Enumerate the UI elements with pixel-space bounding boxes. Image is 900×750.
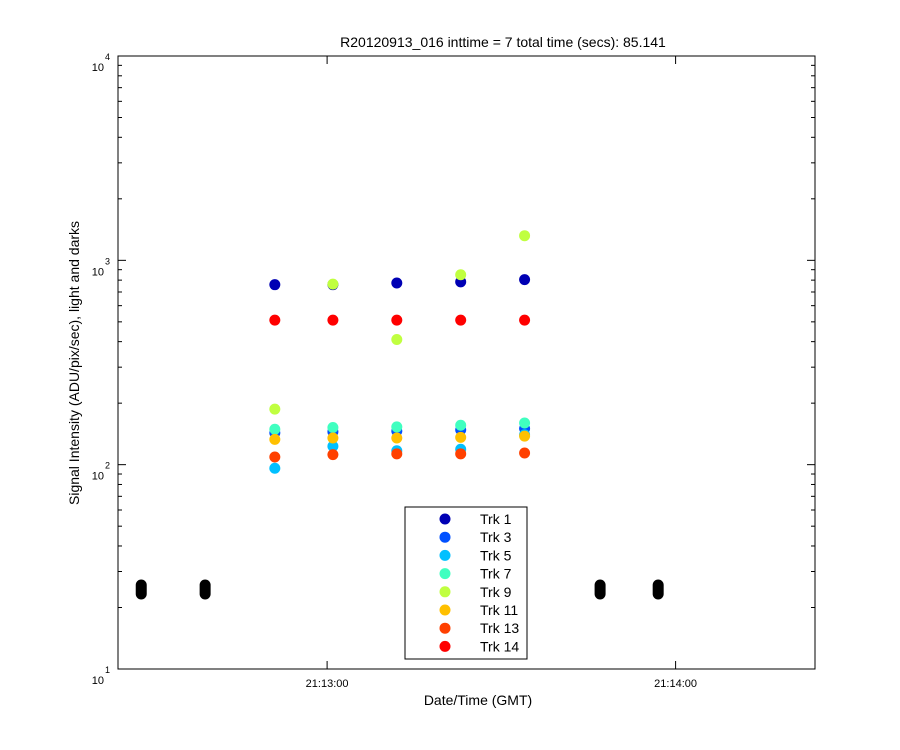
point-trk-13	[455, 448, 467, 460]
point-trk-7	[519, 417, 531, 429]
legend-marker	[439, 513, 451, 525]
point-trk-5	[269, 462, 281, 474]
point-trk-14	[455, 314, 467, 326]
legend-label: Trk 3	[480, 529, 512, 545]
y-tick-exponent: 2	[105, 461, 110, 471]
legend-label: Trk 11	[480, 602, 518, 618]
point-trk-11	[519, 430, 531, 442]
legend-label: Trk 14	[480, 638, 519, 654]
y-tick-exponent: 1	[105, 665, 110, 675]
point-trk-11	[327, 432, 339, 444]
point-trk-1	[269, 279, 281, 291]
legend-marker	[439, 640, 451, 652]
point-trk-14	[327, 314, 339, 326]
legend-label: Trk 9	[480, 584, 512, 600]
legend: Trk 1 Trk 3 Trk 5 Trk 7 Trk 9 Trk 11 Trk 13 Trk…	[404, 506, 528, 660]
chart-title: R20120913_016 inttime = 7 total time (se…	[340, 34, 666, 50]
point-trk-11	[455, 431, 467, 443]
y-axis-title: Signal Intensity (ADU/pix/sec), light an…	[66, 221, 82, 505]
point-trk-14	[391, 314, 403, 326]
point-trk-14	[269, 314, 281, 326]
x-axis-title: Date/Time (GMT)	[424, 692, 532, 708]
y-tick-label: 10	[92, 62, 104, 74]
y-tick-exponent: 4	[105, 52, 110, 62]
dark-frame-point	[135, 579, 147, 600]
x-axis-tick-labels: 21:13:00 21:14:00	[306, 678, 697, 690]
legend-marker	[439, 586, 451, 598]
data-points	[135, 230, 664, 600]
legend-label: Trk 7	[480, 566, 512, 582]
legend-marker	[439, 622, 451, 634]
legend-label: Trk 13	[480, 620, 519, 636]
point-trk-13	[269, 451, 281, 463]
y-tick-label: 10	[92, 675, 104, 687]
point-trk-5	[327, 440, 339, 452]
dark-frame-point	[199, 579, 211, 600]
dark-frame-point	[652, 579, 664, 600]
y-tick-label: 10	[92, 266, 104, 278]
point-trk-11	[391, 432, 403, 444]
legend-label: Trk 1	[480, 511, 512, 527]
point-trk-7	[327, 422, 339, 434]
legend-marker	[439, 531, 451, 543]
legend-marker	[439, 604, 451, 616]
legend-marker	[439, 568, 451, 580]
axis-ticks	[118, 55, 815, 670]
legend-box	[404, 506, 528, 660]
point-trk-14	[519, 314, 531, 326]
legend-label: Trk 5	[480, 547, 512, 563]
dark-frame-point	[594, 579, 606, 600]
point-trk-1	[519, 274, 531, 286]
point-trk-13	[327, 449, 339, 461]
legend-marker	[439, 549, 451, 561]
x-tick-label: 21:13:00	[306, 678, 349, 690]
point-trk-9	[269, 403, 281, 415]
x-tick-label: 21:14:00	[654, 678, 697, 690]
point-trk-9	[455, 269, 467, 281]
point-trk-13	[519, 447, 531, 459]
point-trk-7	[391, 421, 403, 433]
point-trk-9	[327, 278, 339, 290]
point-trk-13	[391, 448, 403, 460]
point-trk-1	[391, 277, 403, 289]
y-tick-exponent: 3	[105, 256, 110, 266]
point-trk-7	[269, 423, 281, 435]
point-trk-9	[391, 333, 403, 345]
point-trk-9	[519, 230, 531, 242]
y-tick-label: 10	[92, 471, 104, 483]
point-trk-7	[455, 419, 467, 431]
point-trk-11	[269, 433, 281, 445]
